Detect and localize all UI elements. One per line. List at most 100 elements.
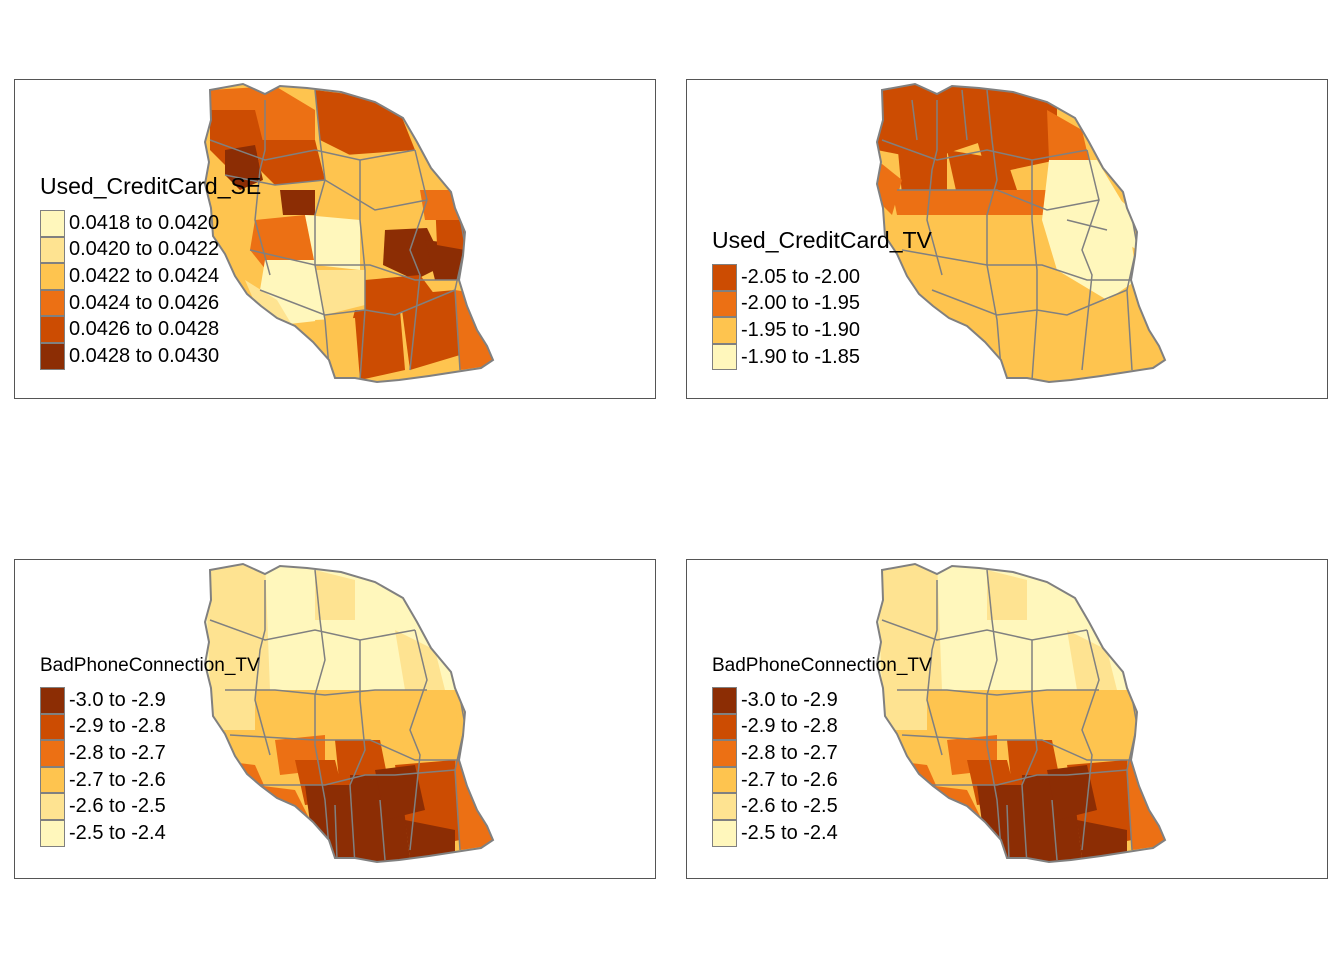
legend-item: 0.0424 to 0.0426: [40, 289, 261, 317]
legend-swatch: [712, 713, 737, 741]
legend-swatch: [712, 740, 737, 767]
legend-swatch: [40, 819, 65, 847]
legend-label: -2.00 to -1.95: [741, 292, 860, 315]
legend-swatch: [40, 316, 65, 343]
legend-swatch: [712, 343, 737, 371]
legend-label: 0.0424 to 0.0426: [69, 291, 220, 314]
legend-swatch: [712, 264, 737, 291]
choropleth-map: [876, 83, 1166, 383]
legend-label: -3.0 to -2.9: [69, 688, 166, 711]
legend-label: -2.7 to -2.6: [741, 768, 838, 791]
region: [1067, 630, 1117, 690]
legend-items: -2.05 to -2.00 -2.00 to -1.95 -1.95 to -…: [712, 264, 932, 371]
legend-items: -3.0 to -2.9 -2.9 to -2.8 -2.8 to -2.7 -…: [40, 687, 260, 847]
legend-label: -2.7 to -2.6: [69, 768, 166, 791]
legend-swatch: [712, 317, 737, 344]
choropleth-map: [876, 563, 1166, 863]
legend-swatch: [40, 236, 65, 264]
legend-item: 0.0418 to 0.0420: [40, 210, 261, 237]
region: [205, 564, 270, 690]
legend: BadPhoneConnection_TV -3.0 to -2.9 -2.9 …: [712, 655, 932, 847]
region-borders: [881, 569, 1142, 862]
legend-label: -1.90 to -1.85: [741, 345, 860, 368]
legend-item: 0.0420 to 0.0422: [40, 236, 261, 264]
region: [1097, 180, 1137, 250]
region: [345, 150, 427, 210]
region: [395, 690, 460, 760]
legend-swatch: [40, 342, 65, 370]
legend-item: -3.0 to -2.9: [712, 687, 932, 714]
region: [315, 270, 365, 315]
legend-item: 0.0422 to 0.0424: [40, 263, 261, 290]
legend-item: -2.5 to -2.4: [712, 819, 932, 847]
legend-item: -2.8 to -2.7: [712, 740, 932, 767]
legend-item: -2.6 to -2.5: [712, 793, 932, 820]
legend-item: -2.9 to -2.8: [712, 713, 932, 741]
region: [1067, 690, 1132, 760]
legend-items: 0.0418 to 0.0420 0.0420 to 0.0422 0.0422…: [40, 210, 261, 370]
legend-swatch: [40, 263, 65, 290]
region: [420, 190, 460, 220]
region-borders: [209, 569, 470, 862]
region: [205, 680, 255, 730]
legend-label: -2.8 to -2.7: [741, 741, 838, 764]
region: [877, 564, 942, 690]
legend-title: BadPhoneConnection_TV: [40, 655, 260, 676]
region: [345, 310, 405, 380]
legend-swatch: [40, 687, 65, 714]
region: [947, 150, 1017, 195]
region: [305, 215, 360, 270]
legend-item: -2.5 to -2.4: [40, 819, 260, 847]
region: [395, 630, 445, 690]
legend-swatch: [40, 766, 65, 794]
region: [892, 190, 1047, 215]
legend-label: -2.9 to -2.8: [69, 715, 166, 738]
legend-title: Used_CreditCard_SE: [40, 173, 262, 199]
map-panel-used-creditcard-tv: Used_CreditCard_TV -2.05 to -2.00 -2.00 …: [686, 79, 1328, 399]
legend-label: 0.0418 to 0.0420: [69, 211, 220, 234]
legend-item: -2.7 to -2.6: [40, 766, 260, 794]
legend-label: -2.5 to -2.4: [741, 821, 838, 844]
region: [455, 290, 493, 370]
legend: Used_CreditCard_TV -2.05 to -2.00 -2.00 …: [712, 227, 932, 371]
legend-item: -3.0 to -2.9: [40, 687, 260, 714]
legend-item: -2.7 to -2.6: [712, 766, 932, 794]
map-panel-badphoneconnection-tv: BadPhoneConnection_TV -3.0 to -2.9 -2.9 …: [14, 559, 656, 879]
region: [400, 290, 460, 370]
legend-item: -2.05 to -2.00: [712, 264, 932, 291]
region: [315, 570, 355, 620]
legend-items: -3.0 to -2.9 -2.9 to -2.8 -2.8 to -2.7 -…: [712, 687, 932, 847]
legend-swatch: [712, 793, 737, 820]
legend-label: -2.5 to -2.4: [69, 821, 166, 844]
legend-item: -2.6 to -2.5: [40, 793, 260, 820]
legend-swatch: [40, 793, 65, 820]
region: [877, 680, 927, 730]
legend-item: 0.0426 to 0.0428: [40, 316, 261, 343]
map-panel-used-creditcard-se: Used_CreditCard_SE 0.0418 to 0.0420 0.04…: [14, 79, 656, 399]
legend-swatch: [712, 290, 737, 318]
legend-swatch: [40, 210, 65, 237]
region: [375, 765, 425, 820]
legend-label: -2.9 to -2.8: [741, 715, 838, 738]
legend-label: -2.05 to -2.00: [741, 265, 860, 288]
legend-label: 0.0426 to 0.0428: [69, 318, 220, 341]
legend-swatch: [712, 819, 737, 847]
legend-item: -1.90 to -1.85: [712, 343, 932, 371]
choropleth-map: [204, 83, 494, 383]
legend-item: -2.9 to -2.8: [40, 713, 260, 741]
region: [977, 84, 1057, 175]
region: [405, 820, 455, 860]
region: [877, 84, 987, 160]
legend-label: 0.0420 to 0.0422: [69, 238, 220, 261]
legend-label: 0.0422 to 0.0424: [69, 264, 220, 287]
map-panel-badphoneconnection-tv-2: BadPhoneConnection_TV -3.0 to -2.9 -2.9 …: [686, 559, 1328, 879]
region: [987, 570, 1027, 620]
legend-swatch: [40, 740, 65, 767]
choropleth-map: [204, 563, 494, 863]
legend-label: 0.0428 to 0.0430: [69, 344, 220, 367]
legend-item: 0.0428 to 0.0430: [40, 342, 261, 370]
legend: Used_CreditCard_SE 0.0418 to 0.0420 0.04…: [40, 173, 261, 370]
legend-swatch: [40, 713, 65, 741]
legend-label: -3.0 to -2.9: [741, 688, 838, 711]
legend-label: -2.6 to -2.5: [741, 795, 838, 818]
